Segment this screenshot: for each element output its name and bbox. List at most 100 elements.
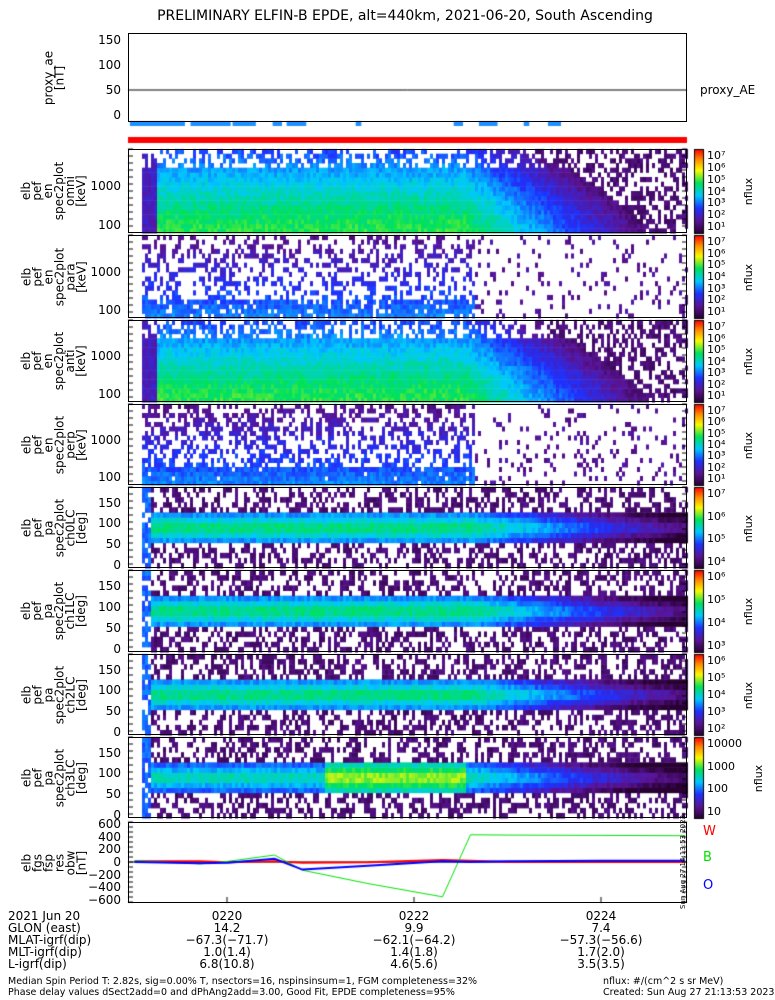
ytick-perp-en: 100 (98, 469, 121, 484)
colorbar-tick-omni-en: 10⁴ (707, 184, 726, 198)
proxy-ae-panel (128, 33, 687, 122)
ylabel-perp-en: elb pef en spec2plot perp [keV] (19, 404, 88, 485)
colorbar-tick-anti-en: 10⁶ (707, 331, 726, 345)
ylabel-line: [nT] (52, 65, 66, 90)
footer-line1: Median Spin Period T: 2.82s, sig=0.00% T… (8, 976, 478, 987)
colorbar-tick-para-en: 10⁵ (707, 258, 726, 272)
colorbar-tick-anti-en: 10⁵ (707, 343, 726, 356)
fgs-stamp: Sun Aug 27 14:13:53 2023 (679, 814, 688, 910)
fgs-tick: −200 (88, 867, 121, 882)
fgs-tick: 0 (113, 855, 121, 869)
colorbar-title-anti-en: nflux (742, 347, 756, 376)
colorbar-tick-para-en: 10⁷ (707, 235, 726, 248)
ytick-ch0-pa: 0 (113, 558, 121, 572)
column-glon: 14.2 (213, 921, 241, 935)
fgs-tick: 400 (98, 829, 121, 844)
ytick-ch0-pa: 150 (98, 495, 121, 510)
colorbar-tick-ch2-pa: 10² (707, 722, 726, 735)
ylabel-ch0-pa: elb pef pa spec2plot ch0LC [deg] (19, 487, 88, 568)
colorbar-tick-omni-en: 10¹ (707, 220, 726, 233)
colorbar-title-omni-en: nflux (742, 177, 756, 206)
column-time: 0222 (398, 909, 430, 923)
ytick-ch1-pa: 0 (113, 642, 121, 656)
colorbar-title-ch3-pa: nflux (752, 764, 766, 792)
colorbar-tick-para-en: 10¹ (707, 305, 726, 318)
ytick-ch3-pa: 0 (113, 808, 121, 822)
colorbar-tick-omni-en: 10⁶ (707, 160, 726, 174)
column-mlat: −57.3(−56.6) (559, 933, 643, 947)
fgs-tick: 600 (98, 817, 121, 831)
colorbar-title-para-en: nflux (742, 263, 756, 291)
colorbar-tick-ch2-pa: 10⁶ (707, 654, 726, 667)
spectrogram-panel-para-en (128, 235, 687, 318)
colorbar-tick-anti-en: 10⁴ (707, 354, 726, 368)
colorbar-tick-ch2-pa: 10⁵ (707, 671, 726, 684)
spectrogram-panel-perp-en (128, 404, 687, 485)
ytick-ch2-pa: 100 (98, 683, 121, 698)
ytick-anti-en: 100 (98, 386, 121, 401)
ylabel-anti-en: elb pef en spec2plot anti [keV] (19, 320, 88, 402)
colorbar-tick-omni-en: 10² (707, 208, 726, 222)
colorbar-tick-anti-en: 10² (707, 377, 726, 391)
colorbar-tick-ch0-pa: 10⁴ (707, 555, 726, 568)
spectrogram-panel-ch1-pa (128, 570, 687, 652)
date-label: 2021 Jun 20 (8, 909, 81, 923)
colorbar-tick-ch3-pa: 10000 (707, 737, 742, 750)
fgs-ylabel: elb fgs fsp res obw [nT] (19, 822, 88, 903)
proxy-ae-tick: 0 (113, 108, 121, 122)
footer-created: Created: Sun Aug 27 21:13:53 2023 (603, 987, 775, 998)
colorbar-tick-ch0-pa: 10⁷ (707, 487, 726, 500)
ylabel-ch2-pa: elb pef pa spec2plot ch2LC [deg] (19, 654, 88, 735)
colorbar-tick-perp-en: 10⁵ (707, 426, 726, 440)
ytick-ch3-pa: 150 (98, 745, 121, 760)
ylabel-omni-en: elb pef en spec2plot omni [keV] (19, 149, 88, 233)
colorbar-title-ch1-pa: nflux (742, 597, 756, 626)
column-mlt: 1.7(2.0) (577, 945, 625, 959)
ytick-ch2-pa: 50 (105, 704, 121, 719)
ytick-ch3-pa: 100 (98, 766, 121, 781)
colorbar-tick-ch2-pa: 10⁴ (707, 688, 726, 701)
ytick-para-en: 100 (98, 302, 121, 317)
colorbar-tick-anti-en: 10¹ (707, 389, 726, 402)
column-l: 4.6(5.6) (390, 957, 438, 971)
ytick-ch1-pa: 150 (98, 578, 121, 593)
spectrogram-panel-anti-en (128, 320, 687, 402)
ytick-ch0-pa: 50 (105, 537, 121, 552)
mlt-label: MLT-igrf(dip) (8, 945, 82, 959)
colorbar-tick-perp-en: 10¹ (707, 472, 726, 485)
fgs-panel (128, 822, 687, 903)
footer-units: nflux: #/(cm^2 s sr MeV) (603, 976, 724, 987)
ytick-omni-en: 100 (98, 217, 121, 232)
proxy-ae-tick: 100 (98, 58, 121, 72)
colorbar-tick-para-en: 10² (707, 293, 726, 307)
spectrogram-panel-ch2-pa (128, 654, 687, 735)
column-mlt: 1.0(1.4) (203, 945, 251, 959)
colorbar-tick-anti-en: 10⁷ (707, 320, 726, 333)
colorbar-tick-anti-en: 10³ (707, 366, 726, 379)
colorbar-tick-para-en: 10⁶ (707, 246, 726, 260)
column-glon: 7.4 (591, 921, 611, 935)
ylabel-ch1-pa: elb pef pa spec2plot ch1LC [deg] (19, 570, 88, 652)
mlat-label: MLAT-igrf(dip) (8, 933, 92, 947)
colorbar-tick-omni-en: 10⁷ (707, 149, 726, 162)
colorbar-tick-para-en: 10³ (707, 281, 726, 295)
colorbar-tick-ch0-pa: 10⁵ (707, 532, 726, 546)
colorbar-tick-ch0-pa: 10⁶ (707, 509, 726, 523)
proxy-ae-tick: 50 (105, 83, 121, 97)
colorbar-tick-ch1-pa: 10⁴ (707, 616, 726, 629)
spectrogram-panel-ch0-pa (128, 487, 687, 568)
column-time: 0224 (585, 909, 617, 923)
column-mlt: 1.4(1.8) (390, 945, 438, 959)
colorbar-tick-ch2-pa: 10³ (707, 705, 726, 718)
column-glon: 9.9 (404, 921, 424, 935)
colorbar-tick-perp-en: 10⁷ (707, 404, 726, 417)
ytick-omni-en: 1000 (90, 178, 121, 193)
fgs-tick: −600 (88, 893, 121, 907)
proxy-ae-legend: proxy_AE (700, 83, 756, 97)
ylabel-para-en: elb pef en spec2plot para [keV] (19, 235, 88, 318)
colorbar-tick-perp-en: 10⁴ (707, 438, 726, 451)
ytick-perp-en: 1000 (90, 432, 121, 447)
proxy-ae-ylabel: proxy_ae [nT] (41, 33, 66, 122)
fgs-legend-B: B (703, 850, 712, 865)
